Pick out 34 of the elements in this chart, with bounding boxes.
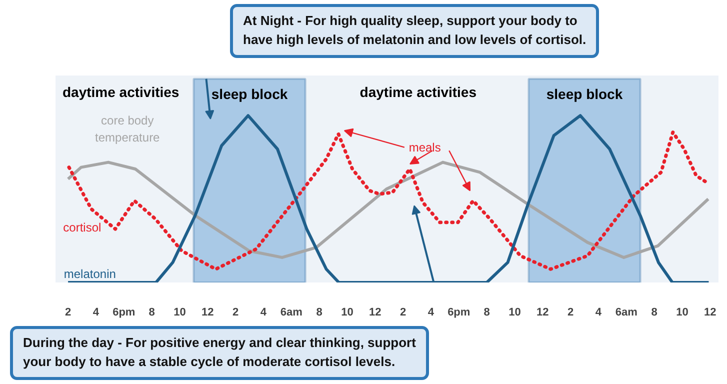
x-tick-label: 2 <box>232 306 239 318</box>
x-tick-label: 4 <box>92 306 100 318</box>
series-label: cortisol <box>63 220 102 234</box>
band-label: sleep block <box>546 86 623 102</box>
series-label: melatonin <box>64 267 116 282</box>
x-tick-label: 6pm <box>112 306 136 318</box>
x-tick-label: 10 <box>676 306 688 318</box>
x-tick-label: 4 <box>595 306 602 318</box>
x-tick-label: 12 <box>536 306 549 318</box>
x-tick-label: 10 <box>174 306 186 318</box>
x-tick-label: 12 <box>704 306 716 318</box>
x-tick-label: 12 <box>202 306 214 318</box>
x-tick-label: 6am <box>615 306 638 318</box>
x-tick-label: 8 <box>148 306 155 318</box>
series-label: core body temperature <box>95 114 160 144</box>
text: daytime activities <box>360 84 477 100</box>
annotation: meals <box>408 140 441 154</box>
x-tick-label: 6am <box>280 306 303 318</box>
text: During the day - For positive energy and clear thinking, support your body to have a stable cycle of moderate cortisol levels. <box>10 326 429 380</box>
x-tick-label: 4 <box>260 306 268 318</box>
x-tick-label: 2 <box>65 306 72 318</box>
x-tick-label: 4 <box>428 306 435 318</box>
x-tick-label: 8 <box>484 306 490 318</box>
x-tick-label: 2 <box>400 306 406 318</box>
x-tick-label: 12 <box>369 306 382 318</box>
x-tick-label: 2 <box>567 306 574 318</box>
x-tick-label: 10 <box>341 306 354 318</box>
text: daytime activities <box>62 84 180 100</box>
band-label: sleep block <box>211 86 288 102</box>
x-tick-label: 8 <box>651 306 658 318</box>
x-tick-label: 6pm <box>448 306 470 318</box>
x-tick-label: 8 <box>316 306 322 318</box>
x-tick-label: 10 <box>508 306 521 318</box>
text: At Night - For high quality sleep, support your body to have high levels of melatonin and low levels of cortisol. <box>230 4 600 58</box>
